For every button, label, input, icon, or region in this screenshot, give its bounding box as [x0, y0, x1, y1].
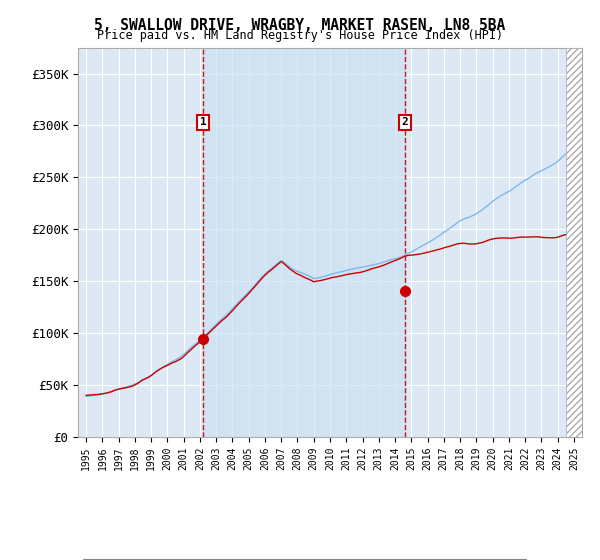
Bar	[566, 48, 582, 437]
Text: 5, SWALLOW DRIVE, WRAGBY, MARKET RASEN, LN8 5BA: 5, SWALLOW DRIVE, WRAGBY, MARKET RASEN, …	[94, 18, 506, 33]
Text: 2: 2	[401, 118, 408, 127]
Text: Price paid vs. HM Land Registry's House Price Index (HPI): Price paid vs. HM Land Registry's House …	[97, 29, 503, 42]
Text: 1: 1	[200, 118, 206, 127]
Bar	[203, 48, 405, 437]
Legend: 5, SWALLOW DRIVE, WRAGBY, MARKET RASEN, LN8 5BA (detached house), HPI: Average p: 5, SWALLOW DRIVE, WRAGBY, MARKET RASEN, …	[83, 559, 526, 560]
